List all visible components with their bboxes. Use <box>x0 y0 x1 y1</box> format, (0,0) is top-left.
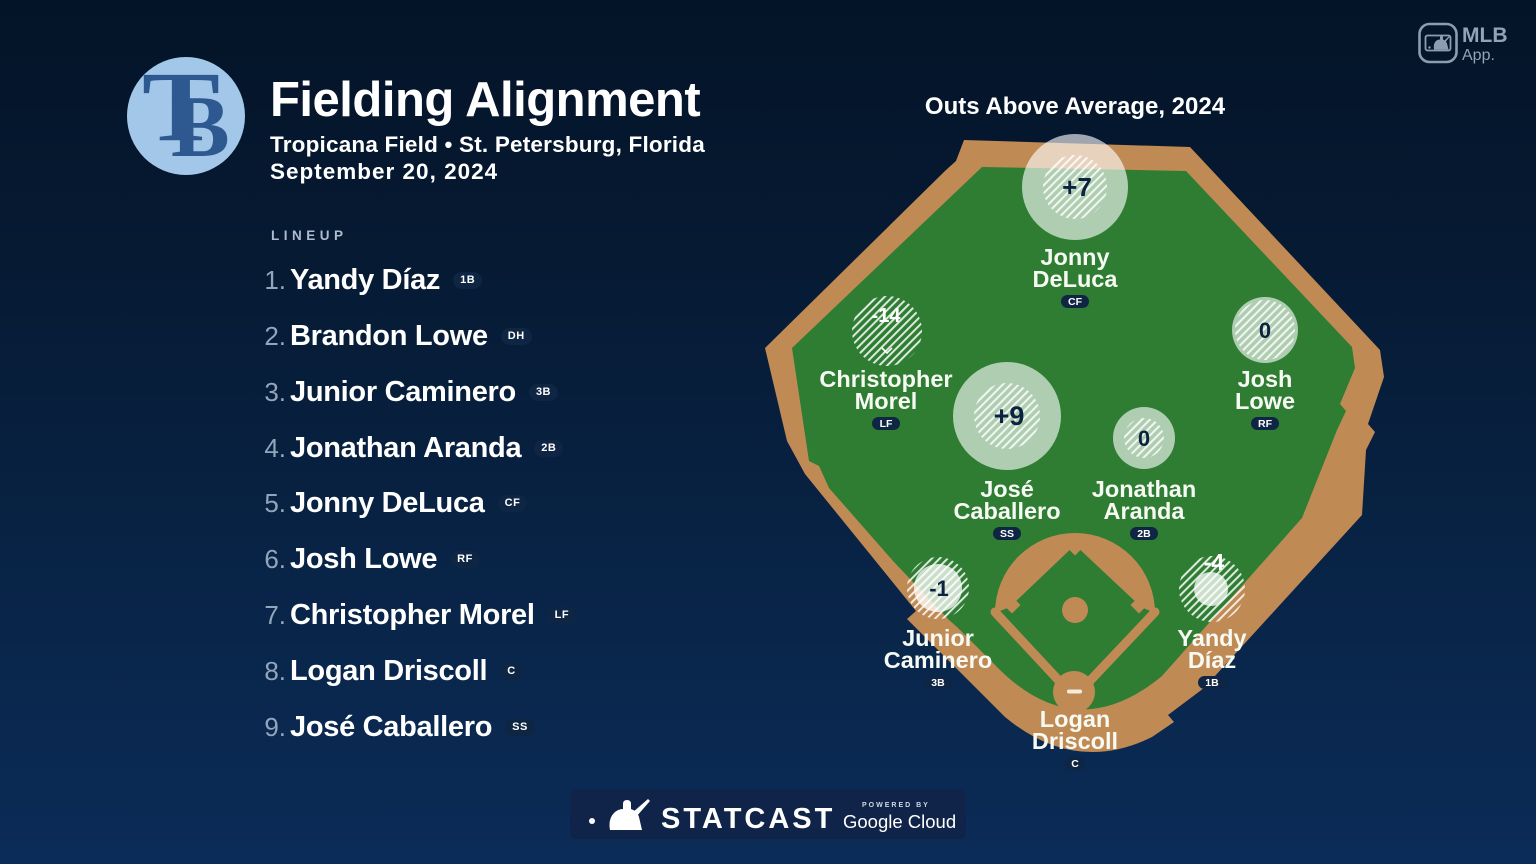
svg-text:Driscoll: Driscoll <box>1032 728 1118 754</box>
svg-text:-4: -4 <box>1204 549 1225 575</box>
svg-text:Yandy: Yandy <box>1177 625 1246 651</box>
svg-text:POWERED BY: POWERED BY <box>862 802 930 809</box>
svg-text:Logan: Logan <box>1040 706 1111 732</box>
svg-text:RF: RF <box>1258 418 1273 430</box>
svg-text:Josh: Josh <box>1238 366 1293 392</box>
svg-text:-14: -14 <box>872 305 902 327</box>
svg-text:MLB: MLB <box>1462 24 1508 47</box>
svg-text:José: José <box>980 476 1034 502</box>
svg-text:0: 0 <box>1259 318 1271 343</box>
svg-text:Christopher: Christopher <box>819 366 952 392</box>
svg-text:CF: CF <box>1068 296 1083 308</box>
svg-text:T: T <box>142 57 220 162</box>
svg-text:Jonathan: Jonathan <box>1092 476 1196 502</box>
svg-text:1B: 1B <box>1205 677 1219 689</box>
svg-text:B: B <box>171 79 230 175</box>
svg-text:Lowe: Lowe <box>1235 388 1295 414</box>
svg-text:Caminero: Caminero <box>884 647 992 673</box>
svg-text:STATCAST: STATCAST <box>661 803 835 835</box>
svg-text:SS: SS <box>1000 528 1014 540</box>
svg-text:App.: App. <box>1462 47 1495 64</box>
svg-text:DeLuca: DeLuca <box>1033 266 1119 292</box>
svg-text:Junior: Junior <box>902 625 974 651</box>
svg-text:LF: LF <box>880 418 893 430</box>
svg-text:+9: +9 <box>994 401 1025 431</box>
svg-text:Google Cloud: Google Cloud <box>843 811 956 832</box>
svg-text:+7: +7 <box>1062 172 1092 202</box>
svg-text:Caballero: Caballero <box>953 498 1060 524</box>
svg-text:Jonny: Jonny <box>1040 244 1109 270</box>
svg-text:-1: -1 <box>929 576 949 601</box>
svg-text:Díaz: Díaz <box>1188 647 1236 673</box>
svg-text:Aranda: Aranda <box>1104 498 1186 524</box>
svg-text:0: 0 <box>1138 426 1150 451</box>
svg-text:Morel: Morel <box>855 388 918 414</box>
svg-text:2B: 2B <box>1137 528 1151 540</box>
svg-text:3B: 3B <box>931 677 945 689</box>
svg-text:C: C <box>1071 758 1079 770</box>
